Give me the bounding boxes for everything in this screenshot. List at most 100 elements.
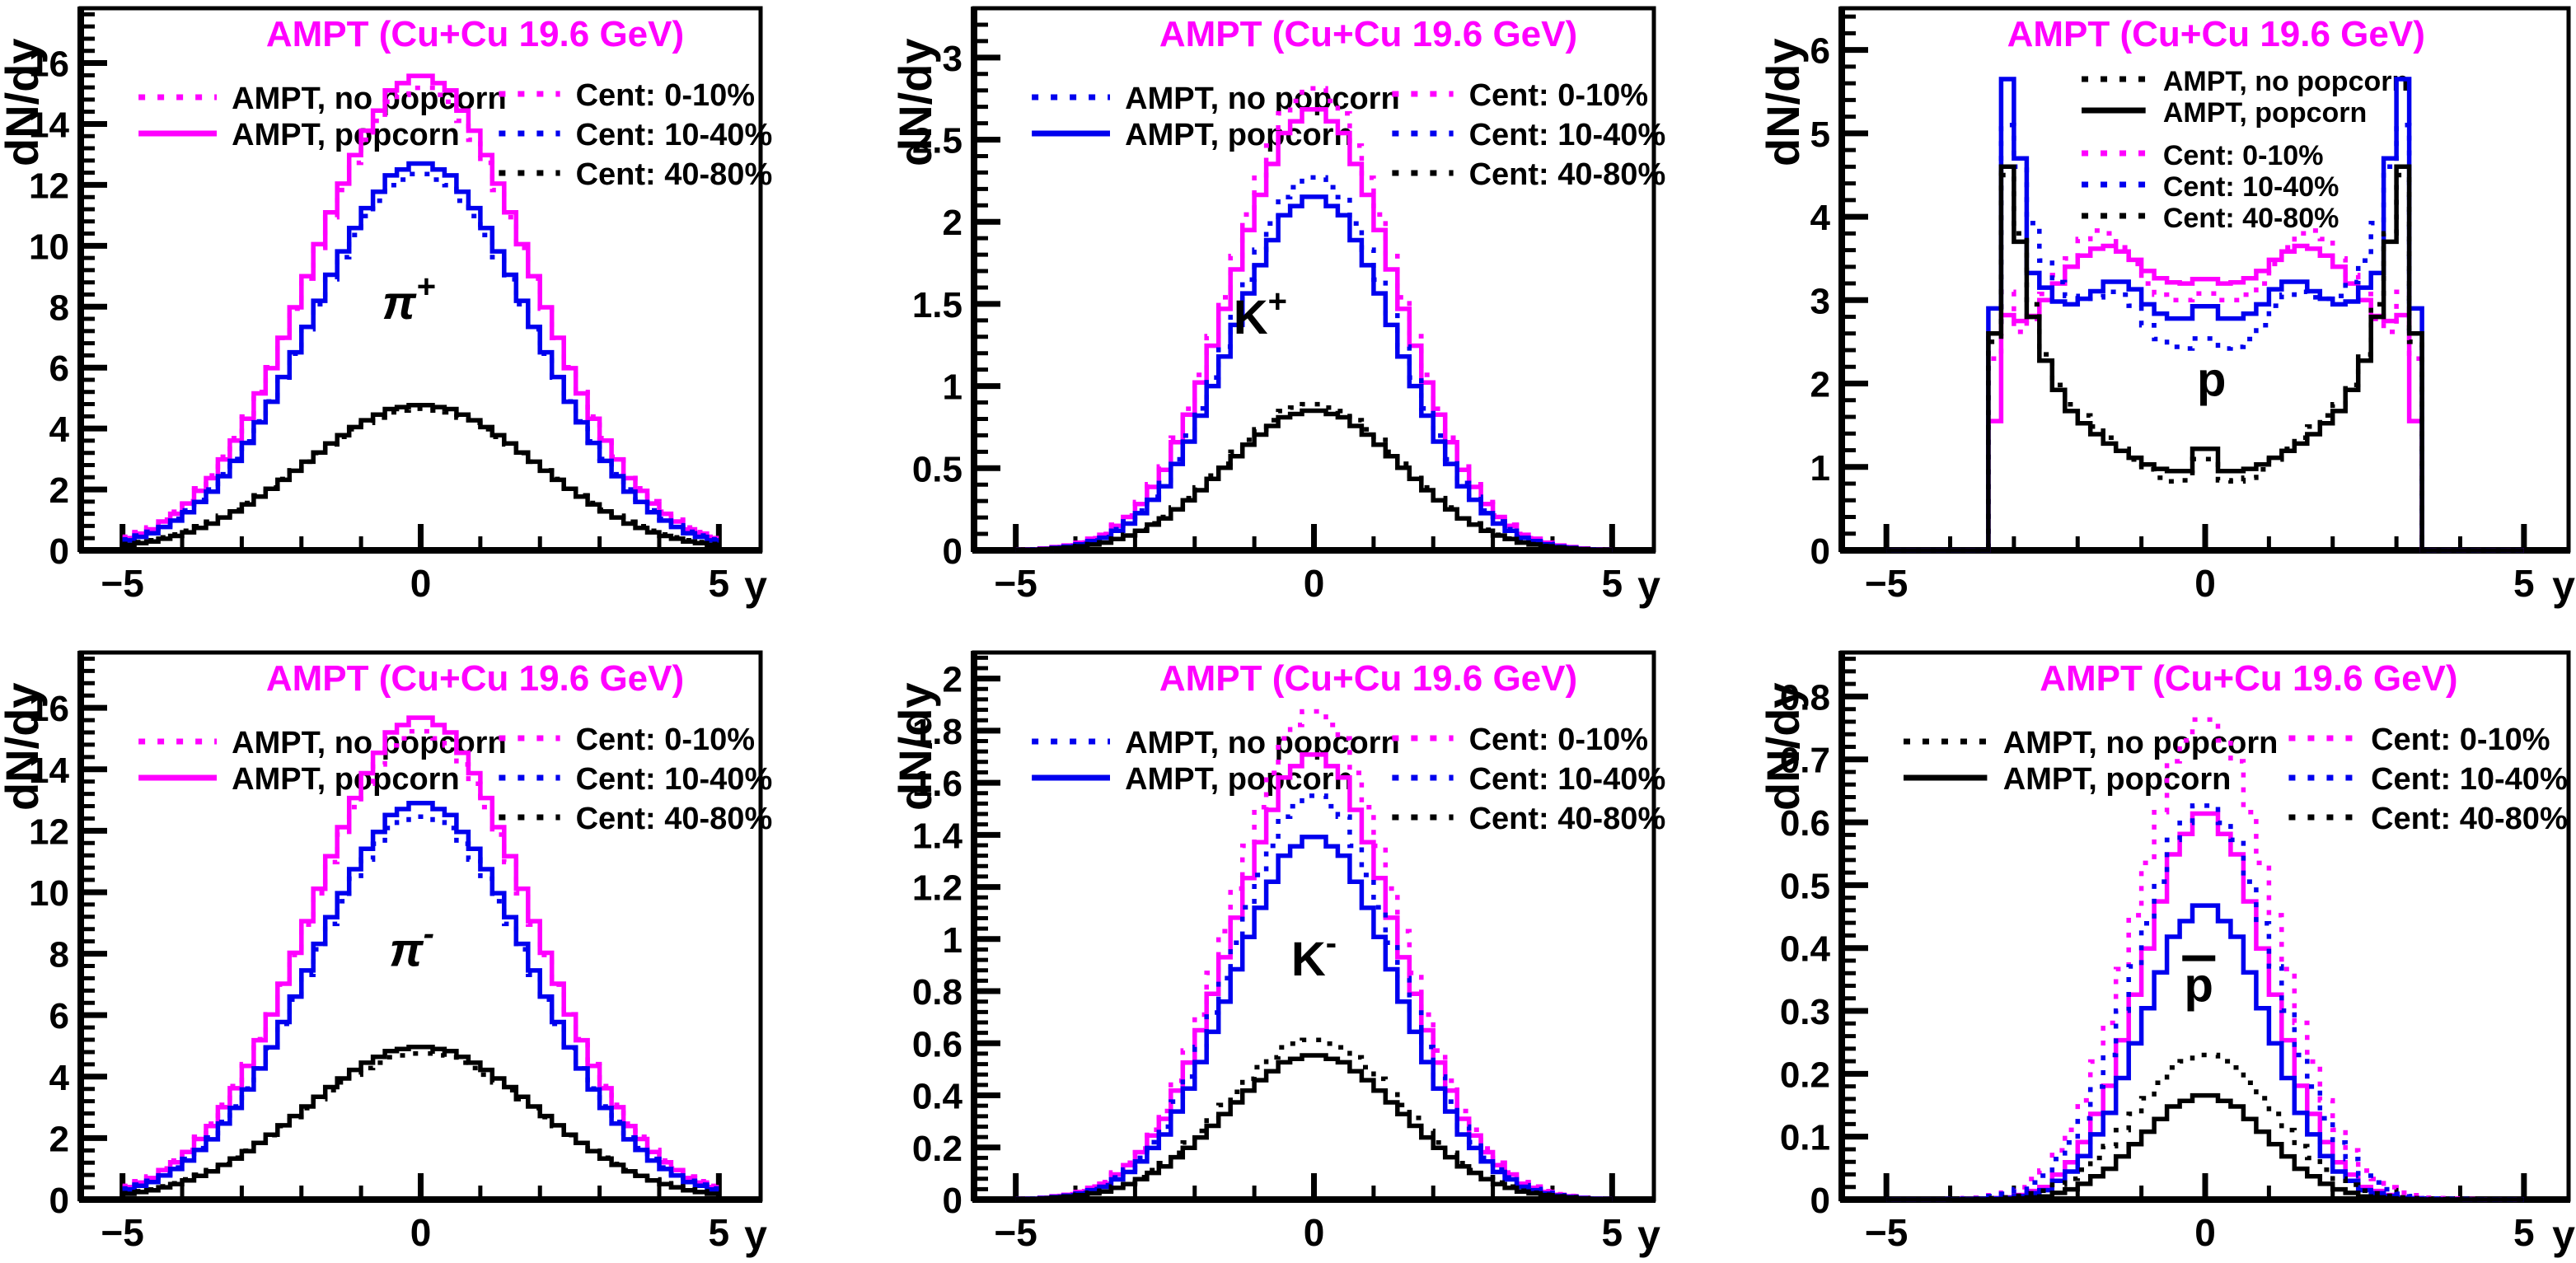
curve-cent-40-80-popcorn [1886, 164, 2524, 553]
legend-label: Cent: 40-80% [576, 157, 773, 192]
y-axis-tick-label: 1.8 [912, 712, 962, 752]
legend-label: Cent: 40-80% [576, 802, 773, 836]
y-axis-tick-label: 12 [29, 812, 69, 852]
x-axis-tick-label: −5 [101, 562, 143, 605]
overline-bar [2182, 955, 2216, 961]
y-axis-tick-label: 14 [29, 751, 69, 791]
chart-p: −5 0 5 0 1 2 3 4 5 6dN/dy y AMPT (Cu+Cu 19.6 GeV) AM… [1757, 6, 2575, 609]
particle-label: K+ [1234, 283, 1287, 344]
y-axis-tick-label: 3 [943, 39, 962, 79]
legend-label: AMPT, no popcorn [1125, 82, 1400, 116]
y-axis-tick-label: 0 [943, 1181, 962, 1221]
y-axis-tick-label: 1 [943, 920, 962, 961]
curve-cent-10-40-no-popcorn [1015, 793, 1613, 1202]
y-axis-tick-label: 2 [49, 1119, 69, 1159]
legend-label: AMPT, no popcorn [232, 726, 507, 760]
legend-label: AMPT, popcorn [232, 762, 460, 797]
y-axis-tick-label: 0 [1810, 1181, 1830, 1221]
legend-label: Cent: 0-10% [576, 723, 756, 757]
y-axis-tick-label: 3 [1810, 281, 1830, 321]
curve-cent-0-10-no-popcorn [122, 85, 719, 540]
y-axis-tick-label: 12 [29, 166, 69, 206]
y-axis-tick-label: 0.2 [912, 1129, 962, 1169]
x-axis-tick-label: 0 [410, 562, 432, 605]
panel-k-minus: −5 0 5 0 0.2 0.4 0.6 0.8 1 1.2 1.4 1.6 1.8 2 dN/dy y AMP… [859, 631, 1717, 1263]
particle-label: π- [389, 915, 434, 976]
y-axis-tick-label: 5 [1810, 115, 1830, 155]
curve-cent-10-40-no-popcorn [1015, 175, 1613, 553]
y-axis-tick-label: 8 [49, 288, 69, 328]
curve-cent-40-80-no-popcorn [122, 406, 719, 546]
y-axis-tick-label: 0.1 [1780, 1118, 1830, 1158]
y-axis-tick-label: 0.3 [1780, 992, 1830, 1032]
x-axis-tick-label: −5 [994, 562, 1037, 605]
y-axis-tick-label: 4 [49, 409, 70, 450]
y-axis-tick-label: 1.4 [912, 816, 963, 856]
y-axis-tick-label: 14 [29, 105, 69, 145]
y-axis-tick-label: 4 [49, 1058, 70, 1098]
curve-cent-40-80-popcorn [122, 1045, 719, 1196]
panel-title: AMPT (Cu+Cu 19.6 GeV) [1159, 14, 1577, 54]
x-axis-tick-label: 0 [2194, 1211, 2216, 1254]
x-axis-title: y [1637, 563, 1660, 609]
y-axis-title: dN/dy [0, 682, 48, 811]
y-axis-tick-label: 0.4 [1780, 929, 1831, 970]
y-axis-tick-label: 1 [943, 367, 962, 408]
legend-label: Cent: 0-10% [1469, 723, 1649, 757]
curve-cent-0-10-no-popcorn [1886, 228, 2524, 553]
x-axis-tick-label: −5 [1865, 562, 1908, 605]
particle-label: p [2185, 959, 2213, 1013]
y-axis-tick-label: 1.6 [912, 764, 962, 804]
x-axis-tick-label: 5 [1602, 562, 1623, 605]
x-axis-tick-label: 5 [2513, 1211, 2535, 1254]
legend-label: AMPT, no popcorn [2003, 726, 2279, 760]
curve-cent-40-80-popcorn [1015, 1053, 1613, 1202]
y-axis-title: dN/dy [889, 38, 941, 166]
x-axis-tick-label: 5 [709, 1211, 730, 1254]
curve-cent-40-80-popcorn [1015, 408, 1613, 553]
legend-label: Cent: 10-40% [2371, 762, 2568, 797]
panel-pi-plus: −5 0 5 0 2 4 6 8 10 12 14 16 dN/dy y AMPT (Cu+Cu 19.6 … [0, 0, 859, 631]
curve-cent-0-10-popcorn [1015, 107, 1613, 553]
x-axis-tick-label: 0 [410, 1211, 432, 1254]
curve-cent-10-40-no-popcorn [122, 814, 719, 1191]
legend-label: Cent: 10-40% [1469, 762, 1666, 797]
x-axis-title: y [744, 1212, 767, 1258]
y-axis-tick-label: 0 [1810, 531, 1830, 572]
chart-k-minus: −5 0 5 0 0.2 0.4 0.6 0.8 1 1.2 1.4 1.6 1.8 2dN/dy y AMP… [889, 650, 1666, 1258]
legend-label: AMPT, popcorn [2003, 762, 2232, 797]
panel-title: AMPT (Cu+Cu 19.6 GeV) [266, 658, 684, 699]
legend-label: Cent: 10-40% [576, 762, 773, 797]
particle-label: p [2197, 353, 2226, 407]
legend-label: AMPT, popcorn [1125, 762, 1353, 797]
y-axis-tick-label: 0.4 [912, 1077, 963, 1117]
panel-title: AMPT (Cu+Cu 19.6 GeV) [2007, 14, 2425, 54]
y-axis-tick-label: 0.5 [912, 449, 962, 489]
y-axis-tick-label: 0.5 [1780, 866, 1830, 906]
y-axis-tick-label: 0.8 [1780, 677, 1830, 718]
x-axis-title: y [1637, 1212, 1660, 1258]
y-axis-tick-label: 0 [943, 531, 962, 572]
y-axis-tick-label: 10 [29, 227, 69, 267]
x-axis-tick-label: 5 [1602, 1211, 1623, 1254]
particle-label: K- [1291, 925, 1337, 986]
x-axis-tick-label: 0 [1304, 562, 1325, 605]
y-axis-tick-label: 10 [29, 873, 69, 914]
y-axis-tick-label: 1 [1810, 448, 1830, 489]
curve-cent-40-80-popcorn [122, 402, 719, 548]
x-axis-title: y [744, 563, 767, 609]
y-axis-tick-label: 2 [49, 470, 69, 511]
curve-cent-10-40-popcorn [1886, 77, 2524, 553]
legend-label: AMPT, popcorn [232, 118, 460, 152]
legend-label: AMPT, no popcorn [1125, 726, 1400, 760]
chart-pbar: −5 0 5 0 0.1 0.2 0.3 0.4 0.5 0.6 0.7 0.8dN/dy y AMPT … [1757, 650, 2575, 1258]
y-axis-tick-label: 2 [943, 203, 962, 243]
x-axis-tick-label: 0 [2194, 562, 2216, 605]
panel-title: AMPT (Cu+Cu 19.6 GeV) [2040, 658, 2457, 699]
legend-label: AMPT, popcorn [1125, 118, 1353, 152]
curve-cent-10-40-popcorn [1015, 835, 1613, 1202]
panel-title: AMPT (Cu+Cu 19.6 GeV) [1159, 658, 1577, 699]
chart-k-plus: −5 0 5 0 0.5 1 1.5 2 2.5 3dN/dy y AMPT (Cu+Cu 19.6 … [889, 6, 1665, 609]
